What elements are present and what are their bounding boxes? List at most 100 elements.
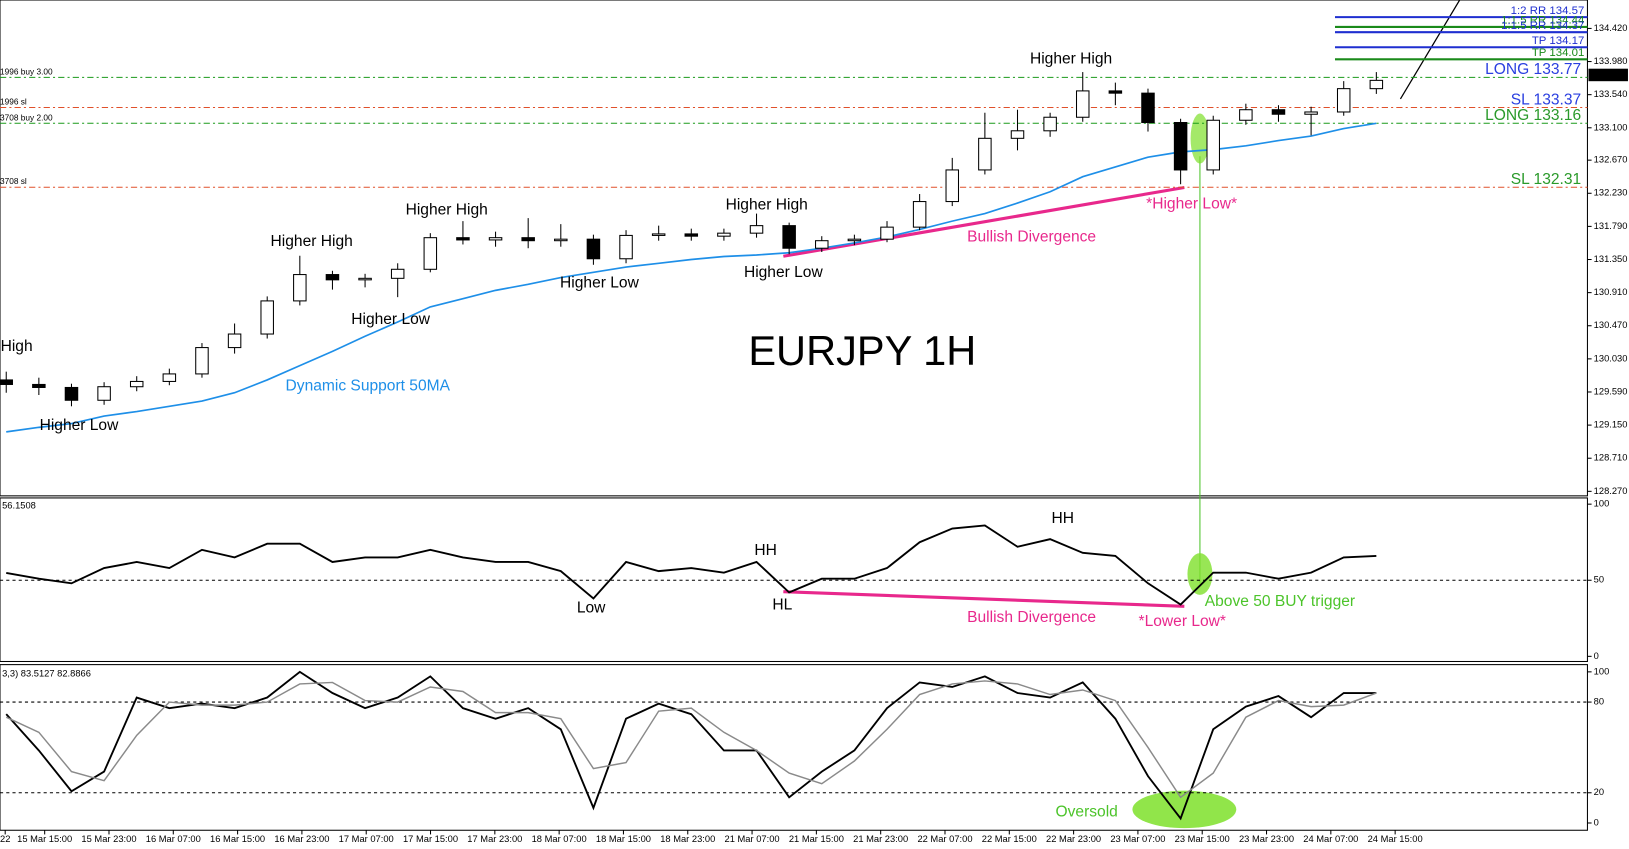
target-label: TP 134.17 xyxy=(1532,35,1585,47)
x-tick-label: 17 Mar 15:00 xyxy=(403,834,458,844)
y-tick-label: 50 xyxy=(1594,575,1604,585)
level-label: LONG 133.77 xyxy=(1485,61,1581,78)
candle-body xyxy=(521,237,535,242)
x-tick-label: 16 Mar 07:00 xyxy=(146,834,201,844)
candle-body xyxy=(651,233,666,236)
price-panel xyxy=(0,0,1588,497)
x-tick-label: 22 xyxy=(0,834,10,844)
x-tick-label: 18 Mar 15:00 xyxy=(596,834,651,844)
level-order: 3708 buy 2.00 xyxy=(0,112,53,122)
x-tick-label: 17 Mar 23:00 xyxy=(467,834,522,844)
annotation: HL xyxy=(772,596,792,613)
x-tick-label: 24 Mar 07:00 xyxy=(1303,834,1358,844)
level-order: 1996 sl xyxy=(0,96,27,106)
candle-body xyxy=(488,237,503,241)
candle-body xyxy=(1043,116,1057,132)
indicator-line xyxy=(5,680,1377,799)
candle-body xyxy=(1304,111,1318,115)
candle-body xyxy=(1108,90,1123,94)
candle-body xyxy=(32,383,46,388)
candle-body xyxy=(325,274,340,281)
candle-body xyxy=(129,380,144,388)
y-tick-label: 100 xyxy=(1594,666,1610,676)
moving-average xyxy=(6,122,1377,433)
level-order: 1996 buy 3.00 xyxy=(0,66,53,76)
divergence-line xyxy=(783,590,1185,608)
x-tick-label: 23 Mar 23:00 xyxy=(1239,834,1294,844)
level-order: 3708 sl xyxy=(0,176,27,186)
candle-body xyxy=(847,238,862,242)
candle-body xyxy=(64,386,79,401)
candle-body xyxy=(1010,130,1025,139)
x-tick-label: 23 Mar 15:00 xyxy=(1175,834,1230,844)
rsi-panel xyxy=(0,497,1588,663)
y-tick-label: 132.230 xyxy=(1594,188,1628,198)
annotation: Higher Low xyxy=(351,311,431,328)
y-tick-label: 131.350 xyxy=(1594,254,1628,264)
annotation: Higher Low xyxy=(744,264,824,281)
candle-body xyxy=(1369,79,1384,90)
x-tick-label: 16 Mar 23:00 xyxy=(274,834,329,844)
y-tick-label: 133.100 xyxy=(1594,122,1628,132)
candle-body xyxy=(1271,109,1286,115)
candle-body xyxy=(880,226,894,240)
y-tick-label: 129.150 xyxy=(1594,420,1628,430)
annotation: *Lower Low* xyxy=(1139,613,1226,630)
annotation: HH xyxy=(1052,510,1075,527)
x-tick-label: 18 Mar 07:00 xyxy=(532,834,587,844)
y-tick-label: 100 xyxy=(1594,499,1610,509)
target-label: TP 134.01 xyxy=(1532,47,1585,59)
x-tick-label: 22 Mar 15:00 xyxy=(982,834,1037,844)
x-tick-label: 15 Mar 15:00 xyxy=(17,834,72,844)
chart-title: EURJPY 1H xyxy=(748,327,976,374)
level-label: LONG 133.16 xyxy=(1485,107,1581,124)
y-tick-label: 133.980 xyxy=(1594,56,1628,66)
annotation: Higher Low xyxy=(560,274,640,291)
candle-body xyxy=(619,234,633,260)
y-tick-label: 130.910 xyxy=(1594,287,1628,297)
candle-body xyxy=(717,232,731,237)
annotation: Bullish Divergence xyxy=(967,609,1096,626)
target-label: 1:1.5 RR 134.44 xyxy=(1501,15,1585,27)
last-price-label: 133.802 xyxy=(1592,69,1626,79)
candle-body xyxy=(554,238,568,242)
x-tick-label: 16 Mar 15:00 xyxy=(210,834,265,844)
annotation: Higher High xyxy=(1030,50,1112,67)
series-label: Dynamic Support 50MA xyxy=(286,378,451,395)
candle-body xyxy=(1141,92,1155,124)
annotation: High xyxy=(1,338,33,355)
candle-body xyxy=(227,333,242,349)
x-tick-label: 24 Mar 15:00 xyxy=(1368,834,1423,844)
target-label: 1:2 RR 134.57 xyxy=(1511,5,1585,17)
candle-body xyxy=(1239,109,1253,121)
candle-body xyxy=(390,268,405,279)
annotation: Bullish Divergence xyxy=(967,229,1096,246)
annotation: Oversold xyxy=(1056,804,1118,821)
x-tick-label: 21 Mar 15:00 xyxy=(789,834,844,844)
candle-body xyxy=(749,225,764,234)
annotation: Higher High xyxy=(406,202,488,219)
stoch-panel xyxy=(0,664,1588,831)
x-tick-label: 23 Mar 07:00 xyxy=(1110,834,1165,844)
annotation: HH xyxy=(754,542,777,559)
y-tick-label: 80 xyxy=(1594,697,1604,707)
y-tick-label: 130.470 xyxy=(1594,320,1628,330)
annotation: Higher High xyxy=(271,233,353,250)
candle-body xyxy=(293,274,307,302)
x-tick-label: 15 Mar 23:00 xyxy=(81,834,136,844)
trend-arrow xyxy=(1399,0,1461,100)
level-label: SL 133.37 xyxy=(1511,91,1581,108)
rsi-header: 56.1508 xyxy=(2,501,36,511)
candle-body xyxy=(815,240,829,249)
annotation: Above 50 BUY trigger xyxy=(1205,593,1355,610)
y-tick-label: 130.030 xyxy=(1594,353,1628,363)
x-tick-label: 21 Mar 23:00 xyxy=(853,834,908,844)
stoch-header: 3,3) 83.5127 82.8866 xyxy=(2,668,91,678)
candle-body xyxy=(456,237,470,241)
y-tick-label: 132.670 xyxy=(1594,155,1628,165)
candle-body xyxy=(945,169,960,203)
candle-body xyxy=(586,238,601,260)
candle-body xyxy=(195,347,209,375)
candle-body xyxy=(912,201,927,228)
